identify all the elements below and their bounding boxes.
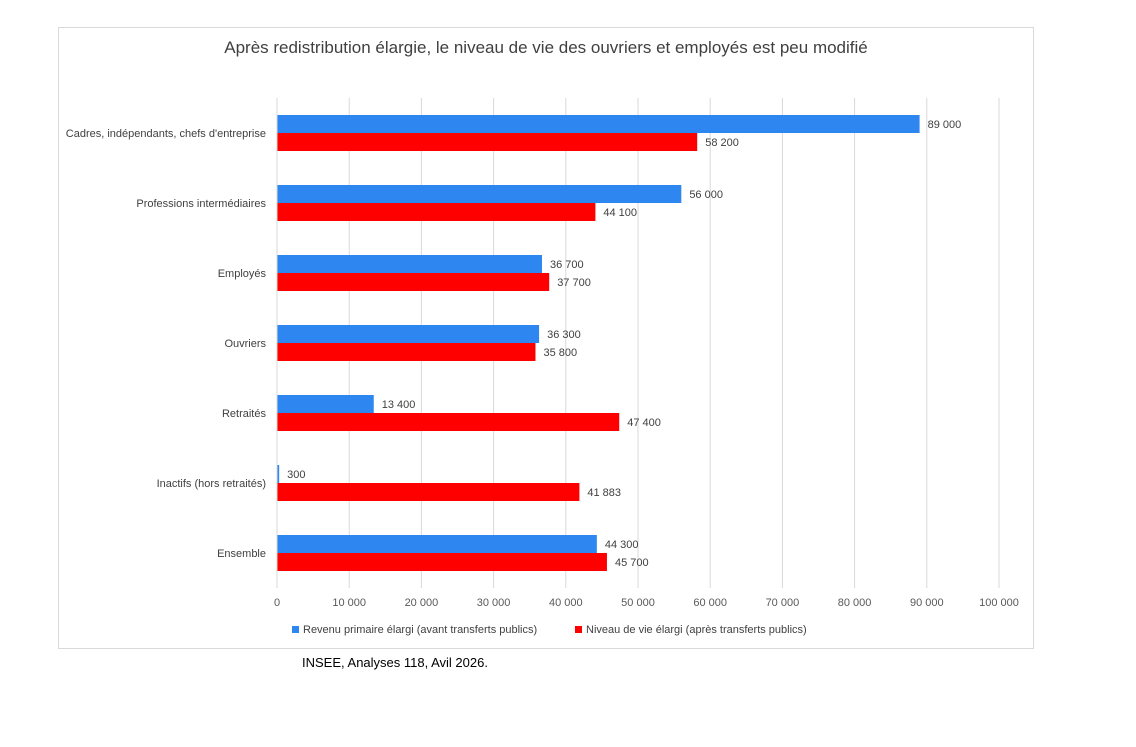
bar: [277, 273, 550, 291]
legend-label: Revenu primaire élargi (avant transferts…: [303, 624, 537, 636]
data-label: 58 200: [705, 137, 739, 149]
data-label: 41 883: [587, 487, 621, 499]
data-label: 13 400: [382, 399, 416, 411]
bar: [277, 553, 607, 571]
category-label: Employés: [218, 268, 267, 280]
bar: [277, 203, 596, 221]
bar: [277, 115, 920, 133]
category-label: Professions intermédiaires: [136, 198, 266, 210]
data-label: 44 100: [603, 207, 637, 219]
legend-label: Niveau de vie élargi (après transferts p…: [586, 624, 807, 636]
bar: [277, 255, 542, 273]
chart-title: Après redistribution élargie, le niveau …: [224, 38, 868, 57]
x-tick-label: 40 000: [549, 597, 583, 609]
bar: [277, 395, 374, 413]
data-label: 44 300: [605, 539, 639, 551]
x-tick-label: 30 000: [477, 597, 511, 609]
x-tick-label: 90 000: [910, 597, 944, 609]
legend-swatch: [292, 626, 299, 633]
legend-swatch: [575, 626, 582, 633]
data-label: 56 000: [689, 189, 723, 201]
category-label: Retraités: [222, 408, 267, 420]
bar: [277, 325, 540, 343]
source-note: INSEE, Analyses 118, Avil 2026.: [302, 655, 488, 670]
bar: [277, 465, 280, 483]
bar: [277, 483, 580, 501]
category-label: Ensemble: [217, 548, 266, 560]
data-label: 45 700: [615, 557, 649, 569]
data-label: 36 700: [550, 259, 584, 271]
category-label: Inactifs (hors retraités): [157, 478, 266, 490]
data-label: 300: [287, 469, 305, 481]
x-tick-label: 100 000: [979, 597, 1019, 609]
bar: [277, 185, 682, 203]
x-tick-label: 60 000: [693, 597, 727, 609]
bar: [277, 535, 597, 553]
data-label: 36 300: [547, 329, 581, 341]
data-label: 47 400: [627, 417, 661, 429]
data-label: 89 000: [928, 119, 962, 131]
x-tick-label: 10 000: [332, 597, 366, 609]
bar: [277, 413, 620, 431]
bar: [277, 133, 698, 151]
x-tick-label: 20 000: [405, 597, 439, 609]
category-label: Cadres, indépendants, chefs d'entreprise: [66, 128, 266, 140]
category-label: Ouvriers: [224, 338, 266, 350]
bar: [277, 343, 536, 361]
data-label: 37 700: [557, 277, 591, 289]
x-tick-label: 70 000: [766, 597, 800, 609]
x-tick-label: 80 000: [838, 597, 872, 609]
x-tick-label: 50 000: [621, 597, 655, 609]
data-label: 35 800: [543, 347, 577, 359]
x-tick-label: 0: [274, 597, 280, 609]
